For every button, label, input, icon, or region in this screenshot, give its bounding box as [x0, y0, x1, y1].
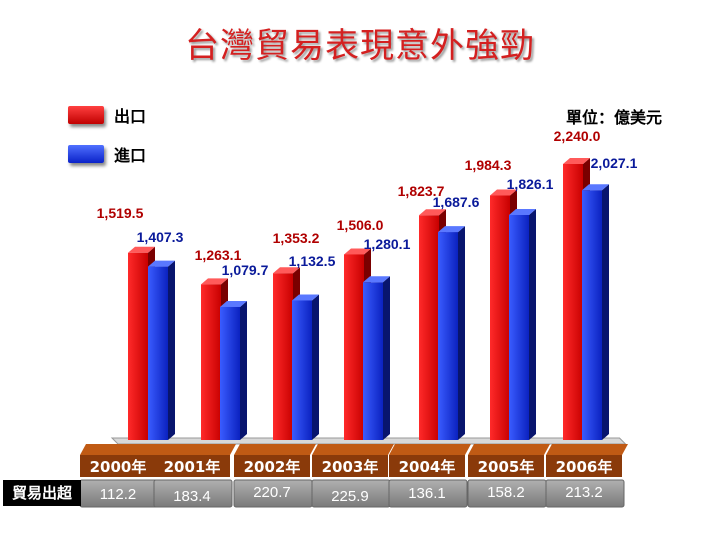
chart-title: 台灣貿易表現意外強勁 [185, 26, 535, 66]
bar-export-0 [128, 252, 148, 440]
bar-export-5 [490, 195, 510, 440]
legend-swatch-import [68, 145, 104, 163]
bar-export-3 [344, 254, 364, 440]
bar-top-1-4 [438, 226, 465, 233]
bar-side-1-5 [529, 208, 536, 440]
bar-top-0-6 [563, 158, 590, 164]
category-box-top-6 [546, 444, 628, 455]
bar-side-1-2 [312, 294, 319, 440]
category-box-2 [234, 455, 310, 477]
surplus-value-0: 112.2 [100, 486, 136, 503]
value-label-export-5: 1,984.3 [465, 157, 512, 173]
bar-import-0 [148, 266, 168, 440]
category-label-5: 2005年 [478, 458, 535, 476]
value-label-export-0: 1,519.5 [97, 205, 144, 221]
legend-label-export: 出口 [114, 107, 147, 126]
value-label-export-2: 1,353.2 [273, 230, 320, 246]
category-box-top-3 [312, 444, 394, 455]
bar-side-1-6 [602, 184, 609, 440]
category-box-top-1 [154, 444, 236, 455]
bar-import-2 [292, 300, 312, 440]
bar-top-1-5 [509, 208, 536, 215]
category-box-0 [80, 455, 156, 477]
surplus-value-4: 136.1 [408, 485, 446, 502]
category-box-4 [389, 455, 465, 477]
bar-top-0-3 [344, 248, 371, 255]
bar-top-0-5 [490, 189, 517, 196]
surplus-value-3: 225.9 [331, 488, 369, 505]
value-label-export-3: 1,506.0 [337, 217, 384, 233]
surplus-box-6 [545, 479, 625, 508]
bar-top-0-2 [273, 267, 300, 274]
value-label-export-4: 1,823.7 [398, 183, 445, 199]
category-label-1: 2001年 [164, 458, 221, 476]
value-label-import-4: 1,687.6 [433, 194, 480, 210]
bar-side-1-3 [383, 276, 390, 440]
bar-top-0-4 [419, 209, 446, 216]
category-box-top-2 [234, 444, 316, 455]
value-label-import-5: 1,826.1 [507, 176, 554, 192]
trade-surplus-row-label: 貿易出超 [3, 480, 81, 506]
value-label-export-6: 2,240.0 [554, 128, 601, 144]
category-label-6: 2006年 [556, 458, 613, 476]
bar-export-1 [201, 284, 221, 440]
bar-top-0-0 [128, 246, 155, 253]
bar-export-4 [419, 215, 439, 440]
bar-import-1 [220, 306, 240, 440]
category-box-6 [546, 455, 622, 477]
bar-import-3 [363, 282, 383, 440]
category-box-top-5 [468, 444, 550, 455]
category-label-2: 2002年 [244, 458, 301, 476]
legend-item-export: 出口 [68, 103, 146, 127]
surplus-value-6: 213.2 [565, 484, 603, 501]
category-label-4: 2004年 [399, 458, 456, 476]
bar-top-1-3 [363, 276, 390, 283]
surplus-value-1: 183.4 [173, 488, 211, 505]
category-label-0: 2000年 [90, 458, 147, 476]
bar-side-1-4 [458, 226, 465, 440]
bar-import-5 [509, 214, 529, 440]
unit-label: 單位：億美元 [566, 108, 663, 127]
bar-top-1-0 [148, 260, 175, 267]
bar-side-1-1 [240, 300, 247, 440]
value-label-import-0: 1,407.3 [137, 229, 184, 245]
category-box-3 [312, 455, 388, 477]
category-label-3: 2003年 [322, 458, 379, 476]
bar-export-2 [273, 273, 293, 440]
surplus-box-1 [153, 479, 233, 508]
category-box-5 [468, 455, 544, 477]
value-label-import-1: 1,079.7 [222, 262, 269, 278]
legend-item-import: 進口 [68, 142, 146, 166]
bar-top-1-2 [292, 294, 319, 301]
bar-export-6 [563, 164, 583, 440]
bar-side-1-0 [168, 260, 175, 440]
category-box-top-4 [389, 444, 471, 455]
legend-swatch-export [68, 106, 104, 124]
bar-top-1-1 [220, 300, 247, 307]
category-box-1 [154, 455, 230, 477]
legend-label-import: 進口 [114, 146, 147, 165]
surplus-value-2: 220.7 [253, 484, 291, 501]
surplus-box-4 [388, 479, 468, 508]
category-box-top-0 [80, 444, 162, 455]
value-label-export-1: 1,263.1 [195, 247, 242, 263]
value-label-import-6: 2,027.1 [591, 155, 638, 171]
surplus-value-5: 158.2 [487, 484, 525, 501]
bar-top-1-6 [582, 184, 609, 191]
value-label-import-2: 1,132.5 [289, 253, 336, 269]
bar-import-6 [582, 190, 602, 440]
bar-import-4 [438, 232, 458, 440]
value-label-import-3: 1,280.1 [364, 236, 411, 252]
bar-top-0-1 [201, 278, 228, 285]
